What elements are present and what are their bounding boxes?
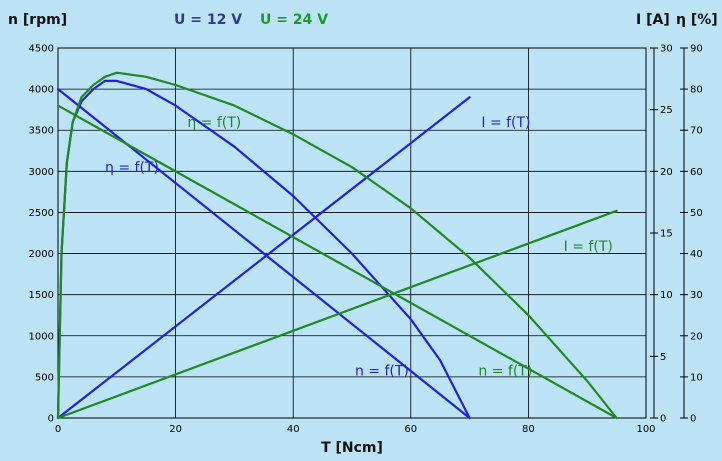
y-tick-label-speed: 3500 — [29, 126, 54, 137]
current-tick-label: 0 — [660, 414, 666, 425]
series-line-4 — [56, 209, 618, 420]
efficiency-tick-label: 0 — [690, 414, 696, 425]
efficiency-tick-label: 10 — [690, 372, 703, 383]
series-line-1 — [56, 96, 471, 420]
y-tick-label-speed: 2000 — [29, 249, 54, 260]
series-line-3 — [56, 104, 618, 420]
legend-entry-24v: U = 24 V — [260, 12, 328, 28]
x-tick-label: 40 — [287, 424, 300, 435]
y-tick-label-speed: 500 — [35, 372, 54, 383]
current-tick-label: 25 — [660, 105, 673, 116]
y-axis-label-current: I [A] — [636, 12, 670, 28]
y-tick-label-speed: 0 — [48, 414, 54, 425]
y-tick-label-speed: 1000 — [29, 331, 54, 342]
x-tick-label: 0 — [55, 424, 61, 435]
plot-border — [57, 47, 647, 419]
current-tick-label: 30 — [660, 44, 673, 55]
y-tick-label-speed: 4000 — [29, 85, 54, 96]
efficiency-tick-label: 50 — [690, 208, 703, 219]
y-tick-label-speed: 1500 — [29, 290, 54, 301]
y-axis-label-efficiency: η [%] — [676, 12, 718, 28]
x-tick-label: 60 — [404, 424, 417, 435]
efficiency-tick-label: 30 — [690, 290, 703, 301]
data-series — [56, 71, 618, 420]
curve-label: I = f(T) — [564, 239, 613, 255]
efficiency-tick-label: 20 — [690, 331, 703, 342]
curve-label: I = f(T) — [481, 115, 530, 131]
current-tick-label: 5 — [660, 352, 666, 363]
plot-area — [58, 48, 646, 418]
x-tick-label: 100 — [636, 424, 655, 435]
x-axis-label: T [Ncm] — [321, 440, 383, 456]
grid — [57, 47, 647, 419]
current-tick-label: 10 — [660, 290, 673, 301]
current-tick-label: 20 — [660, 167, 673, 178]
x-tick-label: 80 — [522, 424, 535, 435]
curve-label: n = f(T) — [478, 364, 532, 380]
legend-entry-12v: U = 12 V — [174, 12, 242, 28]
curve-label: n = f(T) — [355, 364, 409, 380]
series-line-5 — [56, 71, 618, 420]
curve-labels: η = f(T) η = f(T) I = f(T) I = f(T) n = f(T)… — [105, 115, 613, 380]
curve-label: η = f(T) — [105, 160, 159, 176]
current-tick-label: 15 — [660, 229, 673, 240]
efficiency-tick-label: 70 — [690, 126, 703, 137]
curve-label: η = f(T) — [187, 115, 241, 131]
y-axis-label-speed: n [rpm] — [8, 12, 67, 28]
y-tick-label-speed: 2500 — [29, 208, 54, 219]
efficiency-tick-label: 40 — [690, 249, 703, 260]
efficiency-tick-label: 90 — [690, 44, 703, 55]
y-tick-label-speed: 4500 — [29, 44, 54, 55]
y-tick-label-speed: 3000 — [29, 167, 54, 178]
efficiency-tick-label: 60 — [690, 167, 703, 178]
efficiency-tick-label: 80 — [690, 85, 703, 96]
x-tick-label: 20 — [169, 424, 182, 435]
